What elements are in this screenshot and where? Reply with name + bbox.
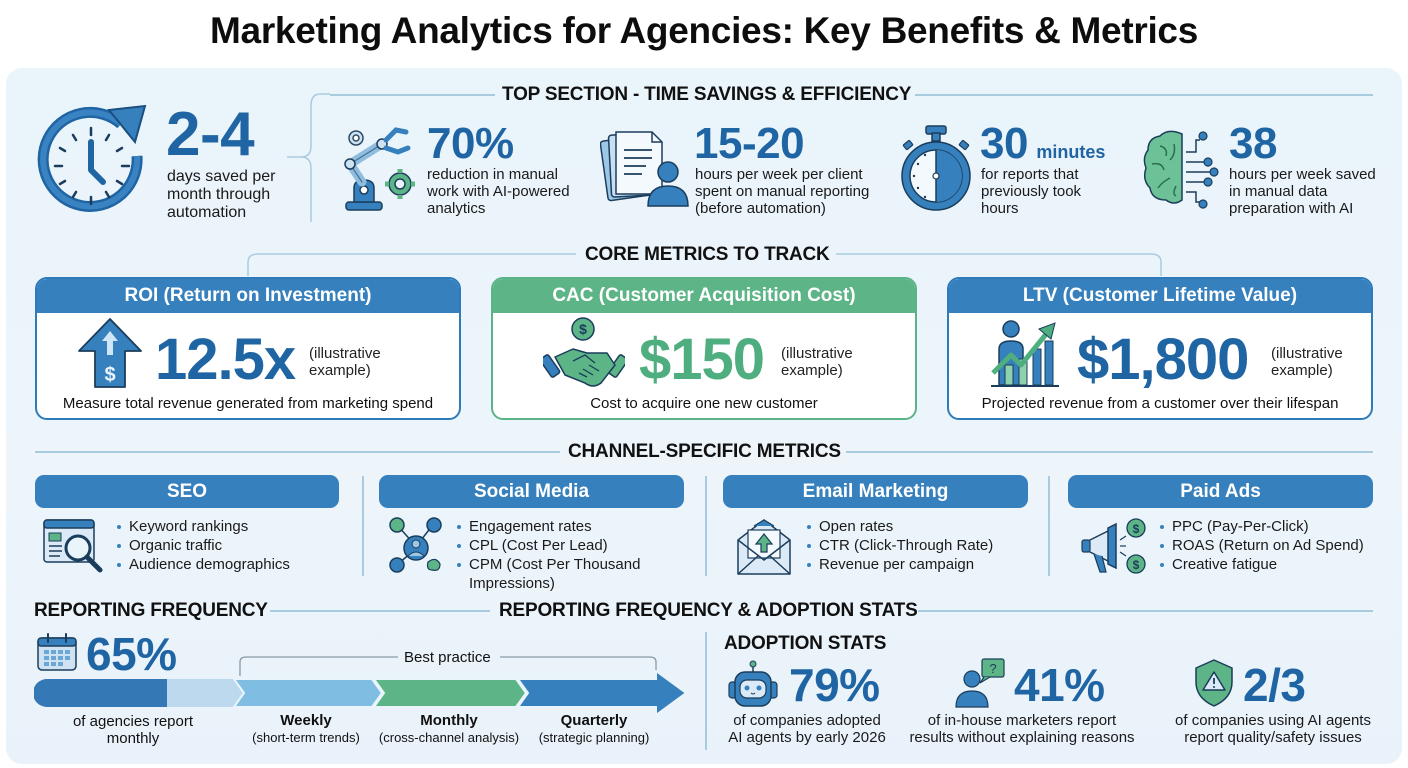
stat-value-group: 30 minutes <box>980 122 1105 166</box>
stat-value: 70% <box>427 119 514 168</box>
divider <box>330 94 495 96</box>
reporting-frequency-heading: REPORTING FREQUENCY <box>34 600 268 621</box>
person-question-icon: ? <box>955 658 1005 708</box>
calendar-icon <box>37 633 77 671</box>
envelope-upload-icon <box>737 519 791 575</box>
adoption-description: of in-house marketers report results with… <box>909 712 1135 746</box>
megaphone-dollar-icon: $ $ <box>1081 518 1146 574</box>
best-practice-bracket <box>239 656 657 676</box>
hero-value: 2-4 <box>166 100 255 169</box>
clock-refresh-icon <box>37 104 147 212</box>
divider <box>270 610 490 612</box>
svg-text:$: $ <box>1133 558 1140 572</box>
card-note: (illustrative example) <box>781 345 853 379</box>
stat-value: 15-20 <box>694 119 805 168</box>
stat-value: 38 <box>1229 119 1277 168</box>
svg-text:$: $ <box>579 321 587 337</box>
stat-description: hours per week saved in manual data prep… <box>1229 166 1376 217</box>
channel-list-seo: Keyword rankings Organic traffic Audienc… <box>116 517 290 574</box>
documents-person-icon <box>600 131 689 207</box>
brain-circuit-icon <box>1143 130 1219 209</box>
card-note: (illustrative example) <box>1271 345 1343 379</box>
card-value: 12.5x <box>155 327 296 392</box>
stat-description: for reports that previously took hours <box>981 166 1082 217</box>
stat-description: reduction in manual work with AI-powered… <box>427 166 570 217</box>
adoption-description: of companies using AI agents report quali… <box>1175 712 1371 746</box>
stat-description: hours per week per client spent on manua… <box>695 166 870 217</box>
person-growth-chart-icon <box>991 320 1059 387</box>
browser-magnifier-icon <box>43 519 103 573</box>
stat-unit: minutes <box>1036 142 1106 162</box>
core-metrics-bracket <box>247 253 1162 276</box>
top-section-heading: TOP SECTION - TIME SAVINGS & EFFICIENCY <box>502 84 912 105</box>
progress-fill <box>34 679 167 707</box>
reporting-value: 65% <box>86 628 177 680</box>
card-title: LTV (Customer Lifetime Value) <box>949 279 1371 313</box>
core-metrics-heading: CORE METRICS TO TRACK <box>585 244 830 265</box>
adoption-description: of companies adopted AI agents by early 2… <box>728 712 886 746</box>
card-value: $1,800 <box>1077 327 1249 392</box>
handshake-coin-icon: $ <box>543 317 625 387</box>
metric-card-cac: CAC (Customer Acquisition Cost) $ $150 (… <box>491 277 917 420</box>
stage-quarterly: Quarterly (strategic planning) <box>538 712 650 746</box>
adoption-value: 79% <box>789 659 880 711</box>
card-title: ROI (Return on Investment) <box>37 279 459 313</box>
page-title: Marketing Analytics for Agencies: Key Be… <box>210 10 1198 51</box>
channel-header-paid-ads: Paid Ads <box>1068 475 1373 508</box>
social-network-icon <box>389 517 442 573</box>
channel-list-email-marketing: Open rates CTR (Click-Through Rate) Reve… <box>806 517 993 574</box>
divider <box>362 476 364 576</box>
best-practice-label: Best practice <box>404 649 491 666</box>
stopwatch-icon <box>901 125 971 211</box>
divider <box>705 476 707 576</box>
card-title: CAC (Customer Acquisition Cost) <box>493 279 915 313</box>
card-description: Measure total revenue generated from mar… <box>62 395 434 412</box>
card-description: Cost to acquire one new customer <box>590 395 818 412</box>
reporting-adoption-heading: REPORTING FREQUENCY & ADOPTION STATS <box>499 600 918 621</box>
metric-card-roi: ROI (Return on Investment) $ 12.5x (illu… <box>35 277 461 420</box>
adoption-value: 2/3 <box>1243 659 1306 711</box>
robot-arm-gears-icon <box>344 127 415 211</box>
svg-text:$: $ <box>1133 522 1140 536</box>
shield-warning-icon <box>1195 659 1233 707</box>
divider <box>846 451 1373 453</box>
stat-value: 30 <box>980 119 1028 168</box>
arrow-up-dollar-icon: $ <box>78 318 142 388</box>
channel-metrics-heading: CHANNEL-SPECIFIC METRICS <box>568 441 841 462</box>
card-value: $150 <box>639 327 765 392</box>
card-description: Projected revenue from a customer over t… <box>981 395 1339 412</box>
channel-header-email-marketing: Email Marketing <box>723 475 1028 508</box>
hero-description: days saved per month through automation <box>167 168 276 221</box>
stage-monthly: Monthly (cross-channel analysis) <box>378 712 520 746</box>
divider <box>1048 476 1050 576</box>
reporting-description: of agencies report monthly <box>72 713 194 747</box>
channel-header-social-media: Social Media <box>379 475 684 508</box>
stage-weekly: Weekly (short-term trends) <box>252 712 360 746</box>
robot-head-icon <box>728 660 778 707</box>
divider <box>915 94 1373 96</box>
divider <box>35 451 560 453</box>
reporting-frequency-timeline <box>34 670 688 716</box>
divider <box>705 632 707 750</box>
svg-text:?: ? <box>989 661 996 676</box>
svg-text:$: $ <box>104 364 115 386</box>
channel-list-paid-ads: PPC (Pay-Per-Click) ROAS (Return on Ad S… <box>1159 517 1364 574</box>
adoption-value: 41% <box>1014 659 1105 711</box>
metric-card-ltv: LTV (Customer Lifetime Value) $1,800 (il… <box>947 277 1373 420</box>
card-note: (illustrative example) <box>309 345 381 379</box>
channel-list-social-media: Engagement rates CPL (Cost Per Lead) CPM… <box>456 517 640 593</box>
divider <box>918 610 1373 612</box>
bracket-connector <box>287 93 330 222</box>
channel-header-seo: SEO <box>35 475 339 508</box>
adoption-stats-heading: ADOPTION STATS <box>724 633 887 654</box>
